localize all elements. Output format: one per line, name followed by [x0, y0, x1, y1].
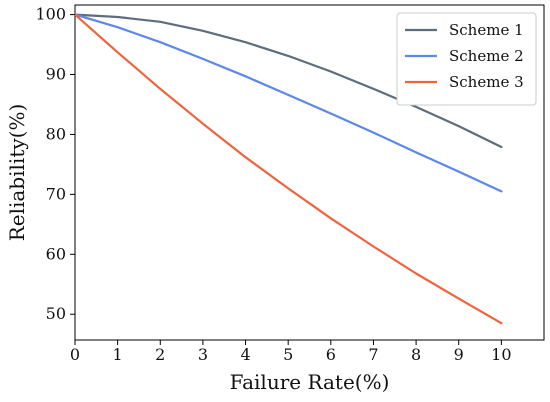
y-tick-label: 90 — [46, 65, 66, 84]
x-tick-label: 1 — [113, 345, 123, 364]
x-tick-label: 8 — [411, 345, 421, 364]
y-tick-label: 70 — [46, 184, 66, 203]
y-tick-label: 60 — [46, 244, 66, 263]
x-tick-label: 9 — [454, 345, 464, 364]
legend: Scheme 1 Scheme 2 Scheme 3 — [396, 12, 537, 106]
x-tick-label: 5 — [283, 345, 293, 364]
x-tick-label: 3 — [198, 345, 208, 364]
x-tick-label: 0 — [70, 345, 80, 364]
legend-label-scheme-3: Scheme 3 — [449, 73, 524, 91]
y-tick-label: 80 — [46, 124, 66, 143]
y-tick-label: 100 — [35, 5, 66, 24]
legend-label-scheme-1: Scheme 1 — [449, 21, 524, 39]
x-tick-label: 7 — [368, 345, 378, 364]
y-axis-label: Reliability(%) — [5, 104, 29, 242]
x-tick-label: 6 — [326, 345, 336, 364]
y-axis: 50 60 70 80 90 100 — [35, 5, 75, 323]
plot-area — [73, 4, 545, 341]
series-line-scheme-1 — [73, 13, 503, 149]
x-tick-label: 10 — [491, 345, 511, 364]
x-axis-label: Failure Rate(%) — [230, 370, 390, 394]
legend-label-scheme-2: Scheme 2 — [449, 47, 524, 65]
plot-frame — [74, 4, 545, 341]
x-tick-label: 2 — [155, 345, 165, 364]
series-group — [73, 13, 503, 325]
x-axis: 0 1 2 3 4 5 6 7 8 9 10 — [70, 340, 512, 364]
y-tick-label: 50 — [46, 304, 66, 323]
x-tick-label: 4 — [240, 345, 250, 364]
series-line-scheme-3 — [73, 13, 503, 325]
series-line-scheme-2 — [73, 13, 503, 193]
